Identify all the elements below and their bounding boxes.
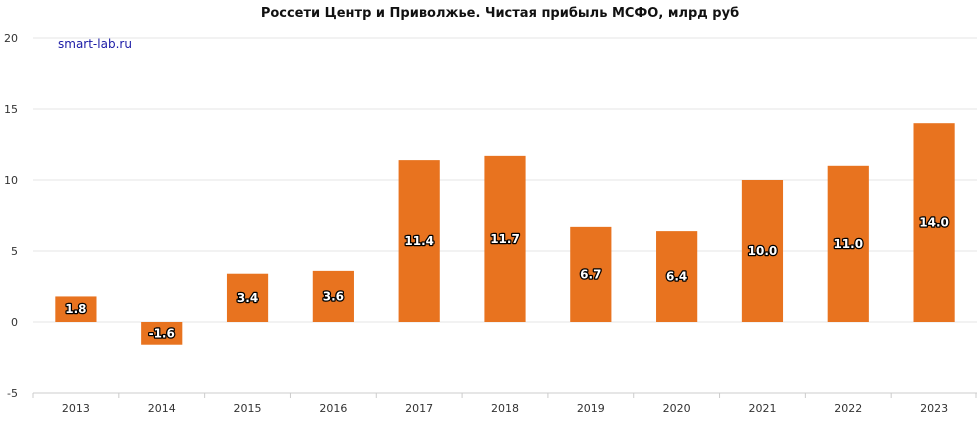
x-tick-label: 2020 bbox=[663, 402, 691, 415]
y-tick-label: 10 bbox=[4, 174, 18, 187]
bar bbox=[398, 160, 440, 322]
bar bbox=[913, 123, 955, 322]
bar bbox=[827, 165, 869, 322]
bar bbox=[226, 273, 269, 322]
x-tick-label: 2018 bbox=[491, 402, 519, 415]
data-label: -1.6 bbox=[149, 326, 175, 340]
data-label: 3.6 bbox=[323, 289, 344, 303]
bar bbox=[141, 322, 183, 345]
bar bbox=[570, 226, 612, 322]
data-label: 11.4 bbox=[404, 234, 434, 248]
data-label: 10.0 bbox=[748, 244, 778, 258]
data-label: 3.4 bbox=[237, 291, 258, 305]
data-label: 6.4 bbox=[666, 270, 687, 284]
x-tick-label: 2016 bbox=[319, 402, 347, 415]
x-tick-label: 2013 bbox=[62, 402, 90, 415]
bar bbox=[484, 155, 526, 322]
watermark: smart-lab.ru bbox=[58, 37, 132, 51]
data-label: 1.8 bbox=[65, 302, 86, 316]
x-tick-label: 2017 bbox=[405, 402, 433, 415]
chart-title: Россети Центр и Приволжье. Чистая прибыл… bbox=[260, 6, 740, 21]
x-tick-label: 2014 bbox=[148, 402, 176, 415]
bar bbox=[741, 180, 784, 322]
y-tick-label: 20 bbox=[4, 32, 18, 45]
x-tick-label: 2021 bbox=[748, 402, 776, 415]
x-tick-label: 2023 bbox=[920, 402, 948, 415]
bar bbox=[55, 296, 97, 322]
data-label: 11.7 bbox=[490, 232, 520, 246]
data-label: 6.7 bbox=[580, 267, 601, 281]
x-tick-label: 2022 bbox=[834, 402, 862, 415]
y-tick-label: 5 bbox=[11, 245, 18, 258]
bar bbox=[656, 231, 698, 322]
y-tick-label: 15 bbox=[4, 103, 18, 116]
bar bbox=[312, 270, 354, 322]
x-tick-label: 2019 bbox=[577, 402, 605, 415]
y-tick-label: 0 bbox=[11, 316, 18, 329]
data-label: 14.0 bbox=[919, 216, 949, 230]
x-tick-label: 2015 bbox=[234, 402, 262, 415]
data-label: 11.0 bbox=[833, 237, 863, 251]
y-tick-label: -5 bbox=[7, 387, 18, 400]
